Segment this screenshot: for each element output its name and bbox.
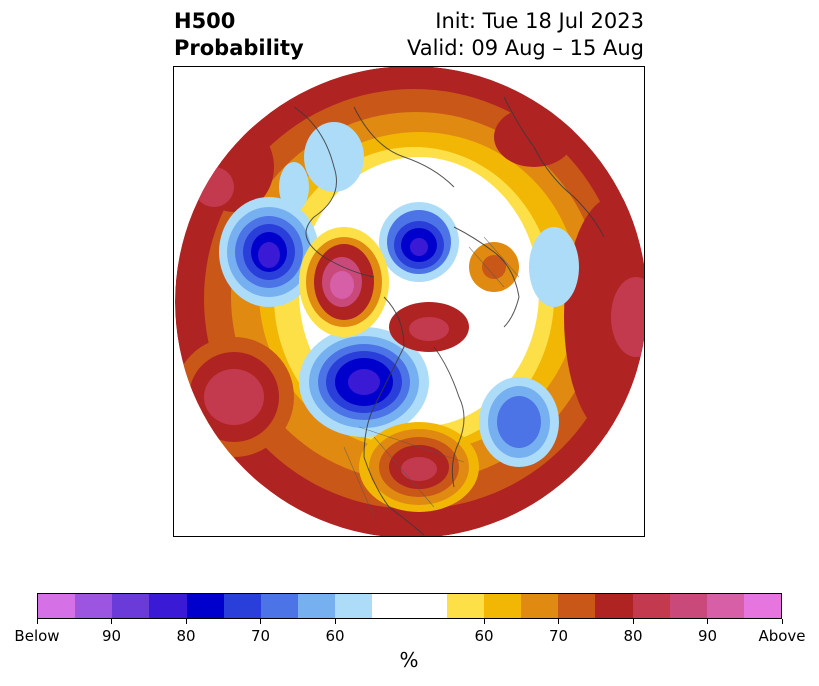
colorbar-swatch-12	[483, 594, 522, 618]
colorbar-swatch-11	[446, 594, 484, 618]
colorbar-tick	[185, 619, 187, 624]
colorbar-swatch-3	[149, 594, 187, 618]
colorbar-tick-label: Below	[14, 627, 60, 645]
colorbar-tick	[260, 619, 261, 624]
probability-map	[173, 66, 645, 537]
colorbar-swatch-17	[669, 594, 707, 618]
colorbar-tick	[632, 619, 634, 624]
colorbar-tick-label: 60	[474, 627, 494, 645]
title-line-1: H500	[174, 9, 236, 33]
colorbar-swatch-6	[260, 594, 299, 618]
colorbar-swatch-14	[558, 594, 596, 618]
chart-title: H500 Probability	[174, 8, 304, 62]
below-north-of-siberia	[379, 202, 459, 282]
colorbar-tick-label: 90	[101, 627, 122, 645]
below-north-atlantic	[479, 377, 559, 467]
political-borders	[343, 236, 520, 518]
colorbar-tick-label: 70	[548, 627, 569, 645]
valid-date-range: Valid: 09 Aug – 15 Aug	[406, 36, 644, 60]
date-info: Init: Tue 18 Jul 2023 Valid: 09 Aug – 15…	[407, 8, 644, 62]
colorbar-swatch-10	[409, 594, 447, 618]
colorbar-unit-label: %	[399, 648, 419, 672]
colorbar-tick-label: 80	[176, 627, 196, 645]
above-alaska-bering	[299, 227, 519, 352]
colorbar-swatch-15	[595, 594, 633, 618]
colorbar-tick-label: 80	[623, 627, 643, 645]
colorbar-swatch-18	[706, 594, 744, 618]
colorbar-tick-label: Above	[758, 627, 806, 645]
colorbar-swatch-16	[632, 594, 670, 618]
colorbar-swatch-7	[298, 594, 336, 618]
colorbar-swatch-13	[521, 594, 559, 618]
colorbar-tick	[36, 619, 38, 624]
colorbar-swatch-0	[38, 594, 76, 618]
colorbar-swatch-4	[186, 594, 224, 618]
below-hudson-bay-canada	[299, 327, 429, 437]
colorbar-tick-label: 70	[250, 627, 271, 645]
polar-map-svg	[175, 67, 644, 536]
colorbar-tick	[111, 619, 112, 624]
colorbar-swatch-8	[335, 594, 373, 618]
colorbar-tick-label: 60	[325, 627, 345, 645]
colorbar-swatch-5	[223, 594, 261, 618]
init-date: Init: Tue 18 Jul 2023	[435, 9, 644, 33]
below-arctic-blue-patches	[279, 122, 579, 307]
colorbar-tick	[781, 619, 783, 624]
colorbar-tick	[558, 619, 559, 624]
colorbar-swatch-9	[372, 594, 410, 618]
colorbar-tick	[334, 619, 336, 624]
above-central-eastern-us	[359, 422, 479, 512]
title-line-2: Probability	[174, 36, 304, 60]
colorbar-tick-label: 90	[697, 627, 718, 645]
colorbar-swatch-1	[75, 594, 113, 618]
probability-colorbar	[37, 593, 782, 619]
coastlines	[293, 96, 605, 536]
colorbar-swatch-2	[112, 594, 150, 618]
above-central-pacific	[175, 337, 294, 457]
below-western-north-pacific	[219, 197, 319, 307]
colorbar-tick	[707, 619, 708, 624]
colorbar-swatch-19	[743, 594, 782, 618]
colorbar-tick	[483, 619, 485, 624]
